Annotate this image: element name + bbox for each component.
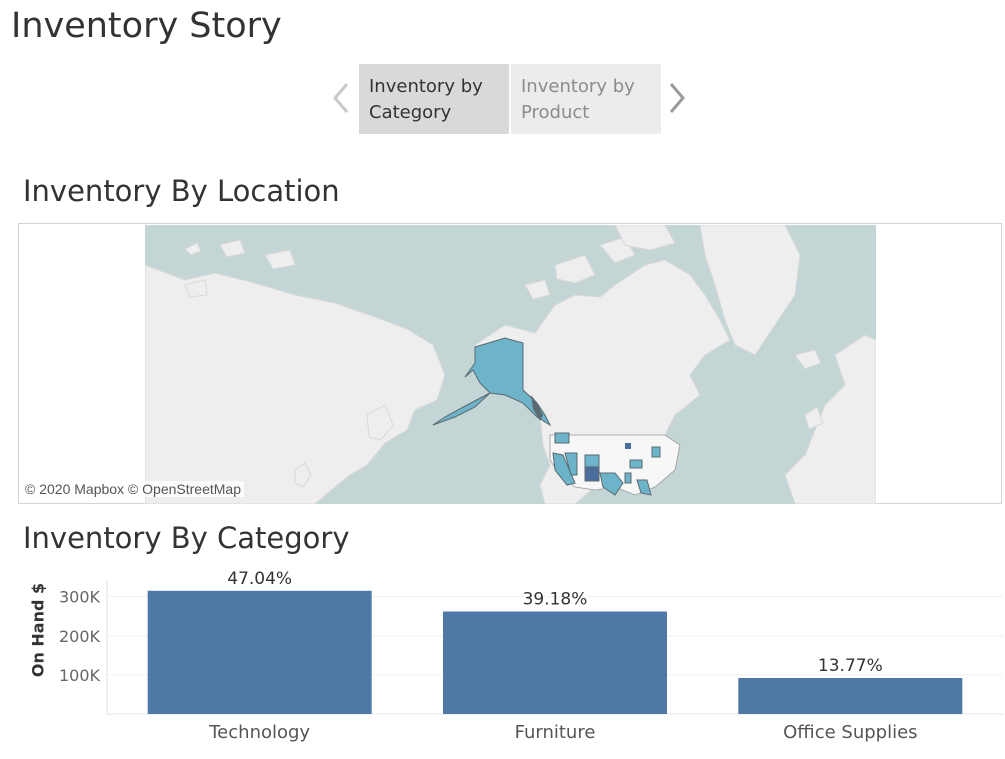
x-tick-label: Office Supplies <box>783 722 917 743</box>
eurasia-landmass <box>145 264 446 504</box>
story-title: Inventory Story <box>11 6 282 46</box>
y-tick-label: 100K <box>59 666 101 685</box>
category-chart-title: Inventory By Category <box>23 521 350 555</box>
category-bar-chart[interactable]: 100K 200K 300K 47.04% Technology 39.18% Furnit… <box>0 566 1005 759</box>
state-alaska[interactable] <box>464 337 552 427</box>
x-tick-label: Furniture <box>515 722 596 743</box>
x-tick-label: Technology <box>208 722 310 743</box>
story-point-inventory-by-product[interactable]: Inventory by Product <box>511 64 661 134</box>
y-tick-label: 300K <box>59 588 101 607</box>
greenland-landmass <box>699 225 801 356</box>
y-tick-label: 200K <box>59 627 101 646</box>
chevron-right-icon[interactable] <box>664 80 690 116</box>
map-credit[interactable]: © 2020 Mapbox © OpenStreetMap <box>22 481 244 497</box>
bar-data-label: 13.77% <box>818 656 883 676</box>
story-point-inventory-by-category[interactable]: Inventory by Category <box>359 64 509 134</box>
bar-data-label: 47.04% <box>227 569 292 589</box>
bar-data-label: 39.18% <box>523 590 588 610</box>
chevron-left-icon[interactable] <box>328 80 354 116</box>
map-title: Inventory By Location <box>23 174 340 208</box>
bar-furniture[interactable] <box>443 611 667 714</box>
bar-office-supplies[interactable] <box>738 678 963 714</box>
location-map[interactable]: © 2020 Mapbox © OpenStreetMap <box>18 223 1002 504</box>
north-america-landmass <box>474 259 731 504</box>
europe-landmass <box>784 334 876 504</box>
map-canvas[interactable] <box>145 225 876 504</box>
bar-technology[interactable] <box>147 590 372 714</box>
